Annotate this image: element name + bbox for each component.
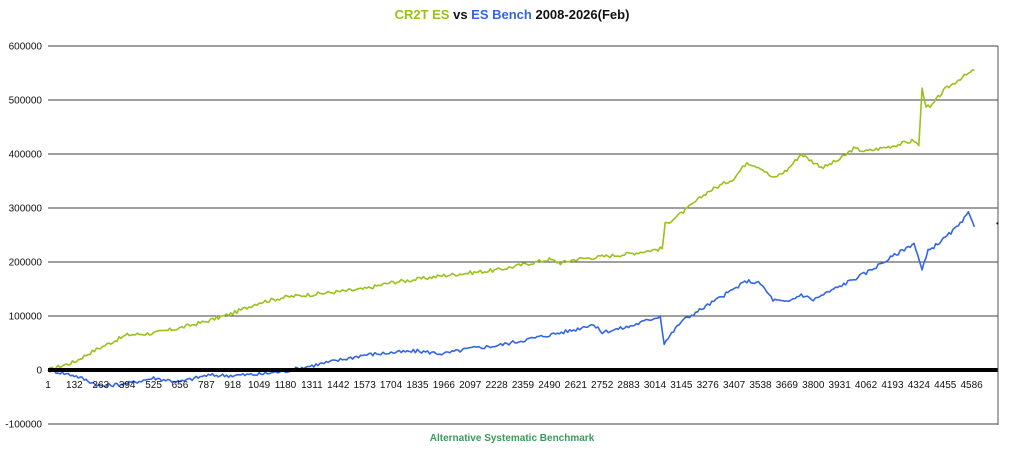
x-tick-label: 4586 <box>960 380 983 391</box>
gridlines <box>48 45 998 425</box>
x-tick-label: 787 <box>198 380 215 391</box>
x-tick-label: 525 <box>145 380 162 391</box>
x-tick-label: 2752 <box>591 380 614 391</box>
x-tick-label: 3145 <box>670 380 693 391</box>
x-tick-label: 2621 <box>565 380 588 391</box>
x-tick-label: 1311 <box>301 380 323 391</box>
x-tick-label: 3931 <box>829 380 852 391</box>
x-tick-label: 3407 <box>723 380 746 391</box>
x-axis-ticks: 1 132 263 394 525 656 787 918 1049 1180 1311 1442 15… <box>45 380 983 391</box>
y-tick-label: 100000 <box>9 312 43 323</box>
x-tick-label: 1180 <box>275 380 297 391</box>
y-tick-label: 600000 <box>9 42 43 53</box>
x-tick-label: 4324 <box>908 380 931 391</box>
x-tick-label: 4455 <box>934 380 957 391</box>
x-tick-label: 2097 <box>459 380 482 391</box>
x-tick-label: 132 <box>66 380 83 391</box>
x-tick-label: 4062 <box>855 380 878 391</box>
series-line-es-bench <box>47 211 976 388</box>
x-tick-label: 3014 <box>644 380 667 391</box>
x-tick-label: 2883 <box>617 380 640 391</box>
y-axis-ticks: 600000 500000 400000 300000 200000 100000 0 -10… <box>5 42 42 431</box>
x-tick-label: 2228 <box>485 380 508 391</box>
series-line-cr2t-es <box>47 69 975 371</box>
right-edge-marker: • <box>996 219 999 228</box>
chart-title: CR2T ES vs ES Bench 2008-2026(Feb) <box>0 7 1024 22</box>
y-tick-label: 400000 <box>9 150 43 161</box>
y-tick-label: 0 <box>36 366 42 377</box>
title-period: 2008-2026(Feb) <box>531 7 630 22</box>
y-tick-label: -100000 <box>5 420 42 431</box>
x-tick-label: 1835 <box>406 380 429 391</box>
x-tick-label: 1442 <box>327 380 350 391</box>
y-tick-label: 500000 <box>9 96 43 107</box>
x-tick-label: 1 <box>45 380 51 391</box>
x-tick-label: 2490 <box>538 380 561 391</box>
x-tick-label: 3276 <box>697 380 720 391</box>
x-axis-label: Alternative Systematic Benchmark <box>429 433 595 444</box>
series-lines <box>47 69 976 388</box>
x-tick-label: 263 <box>92 380 109 391</box>
x-tick-label: 656 <box>172 380 189 391</box>
x-tick-label: 1966 <box>433 380 456 391</box>
x-tick-label: 4193 <box>881 380 904 391</box>
x-tick-label: 3800 <box>802 380 825 391</box>
x-tick-label: 1704 <box>380 380 403 391</box>
title-series-a: CR2T ES <box>394 7 450 22</box>
title-separator: vs <box>449 7 472 22</box>
x-tick-label: 3669 <box>776 380 799 391</box>
x-tick-label: 2359 <box>512 380 535 391</box>
y-tick-label: 300000 <box>9 204 43 215</box>
x-tick-label: 918 <box>224 380 241 391</box>
y-tick-label: 200000 <box>9 258 43 269</box>
x-tick-label: 394 <box>119 380 136 391</box>
x-tick-label: 1049 <box>248 380 271 391</box>
x-tick-label: 1573 <box>354 380 377 391</box>
title-series-b: ES Bench <box>471 7 532 22</box>
x-tick-label: 3538 <box>749 380 772 391</box>
